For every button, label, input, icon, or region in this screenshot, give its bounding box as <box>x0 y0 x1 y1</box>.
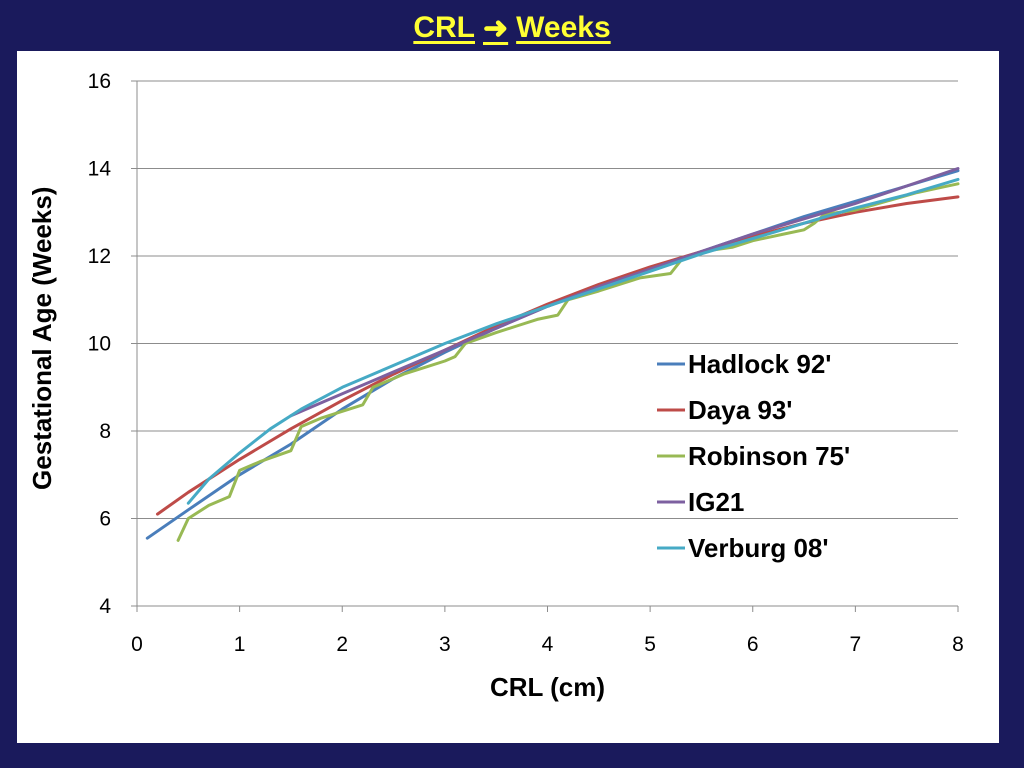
legend-label-3: IG21 <box>688 487 744 517</box>
slide-title: CRL ➜ Weeks <box>0 6 1024 50</box>
y-tick-label-4: 4 <box>99 595 111 618</box>
series-line-0 <box>145 169 960 540</box>
y-tick-label-10: 10 <box>88 333 111 356</box>
series-line-2 <box>176 182 960 542</box>
x-tick-label-5: 5 <box>644 633 656 656</box>
x-tick-label-6: 6 <box>747 633 759 656</box>
series-line-4 <box>186 177 960 505</box>
x-axis-title: CRL (cm) <box>490 672 605 702</box>
y-tick-label-16: 16 <box>88 70 111 93</box>
x-tick-label-3: 3 <box>439 633 451 656</box>
chart-panel: 4 6 8 10 12 14 16 0 1 2 3 4 5 6 7 8 CRL (cm) Gestational … <box>17 51 999 743</box>
x-tick-label-2: 2 <box>336 633 348 656</box>
title-left-text: CRL <box>413 11 475 44</box>
x-tick-label-1: 1 <box>234 633 246 656</box>
series-line-3 <box>289 167 960 418</box>
x-tick-label-0: 0 <box>131 633 143 656</box>
right-arrow-icon: ➜ <box>483 11 509 45</box>
y-axis-title: Gestational Age (Weeks) <box>27 187 57 490</box>
y-tick-label-14: 14 <box>88 158 112 181</box>
y-tick-label-8: 8 <box>99 420 111 443</box>
title-right-text: Weeks <box>516 11 611 44</box>
y-tick-label-6: 6 <box>99 508 111 531</box>
x-tick-label-4: 4 <box>542 633 554 656</box>
legend-label-2: Robinson 75' <box>688 441 850 471</box>
x-tick-label-7: 7 <box>850 633 862 656</box>
legend-label-0: Hadlock 92' <box>688 349 831 379</box>
y-tick-label-12: 12 <box>88 245 111 268</box>
legend-label-4: Verburg 08' <box>688 533 829 563</box>
x-tick-label-8: 8 <box>952 633 964 656</box>
legend-label-1: Daya 93' <box>688 395 792 425</box>
